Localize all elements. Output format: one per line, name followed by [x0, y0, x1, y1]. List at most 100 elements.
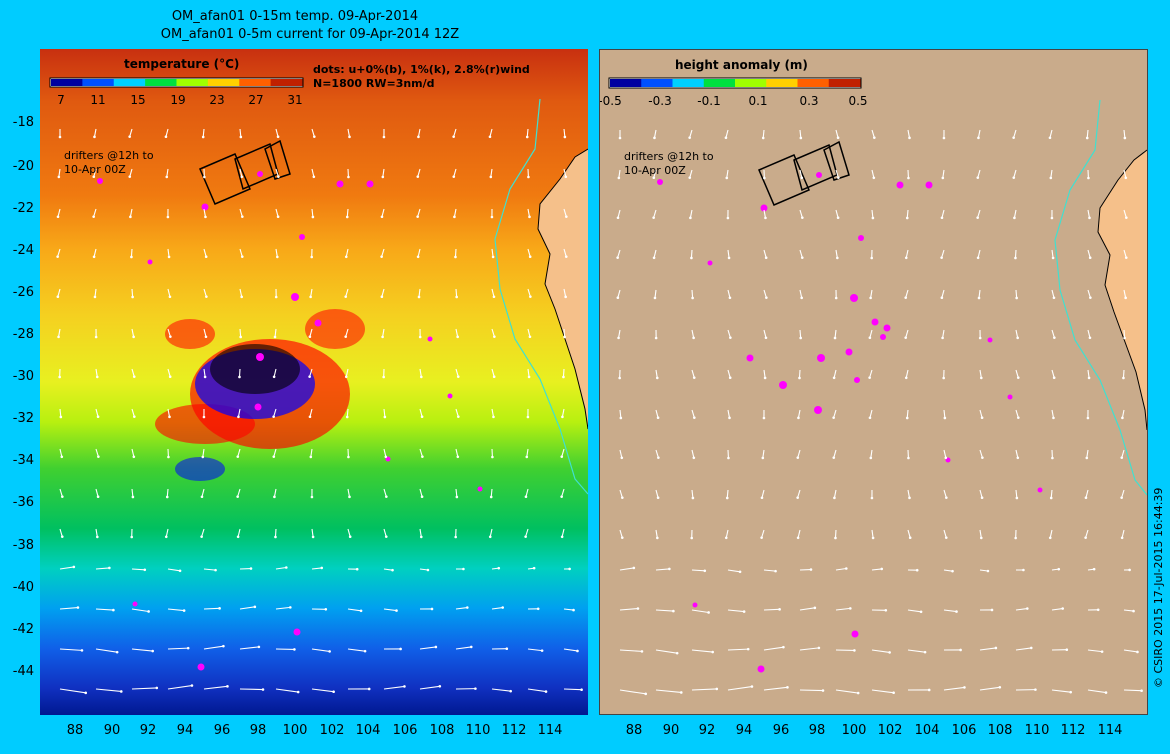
current-arrow: [57, 208, 61, 217]
current-arrow: [691, 489, 694, 499]
current-arrow: [905, 249, 909, 258]
current-arrow: [239, 168, 243, 177]
height-anomaly-colorbar-title: height anomaly (m): [675, 58, 808, 72]
current-arrow-head: [348, 495, 351, 499]
current-arrow-head: [668, 567, 671, 571]
current-arrow: [1051, 607, 1063, 611]
temperature-colorbar: [49, 77, 304, 88]
current-arrow: [799, 169, 803, 178]
current-arrow: [833, 449, 837, 458]
current-arrow-head: [97, 455, 100, 458]
current-arrow-head: [797, 416, 800, 420]
current-arrow: [563, 288, 567, 297]
current-arrow-head: [492, 415, 495, 419]
current-arrow: [798, 369, 801, 379]
current-arrow: [871, 529, 874, 538]
current-arrow-head: [132, 335, 135, 339]
current-arrow: [202, 128, 205, 138]
current-arrow: [941, 289, 945, 298]
current-arrow-head: [525, 455, 529, 459]
current-arrow: [762, 129, 765, 139]
current-arrow-head: [313, 135, 316, 138]
longitude-label: 106: [951, 723, 977, 738]
current-arrow-head: [1125, 216, 1128, 219]
longitude-label: 90: [662, 723, 680, 738]
current-arrow-head: [617, 176, 621, 180]
current-arrow: [797, 489, 801, 498]
current-arrow-head: [834, 536, 837, 540]
current-arrow: [1086, 449, 1089, 458]
current-arrow-head: [276, 215, 280, 219]
current-arrow-head: [57, 175, 61, 179]
temperature-tick: 27: [248, 93, 264, 107]
current-arrow: [419, 568, 429, 571]
current-arrow-head: [1016, 376, 1020, 379]
current-arrow: [310, 448, 313, 457]
current-arrow: [131, 288, 134, 298]
current-arrow-head: [1120, 456, 1124, 459]
temperature-tick: 11: [90, 93, 106, 107]
current-arrow: [131, 687, 157, 690]
current-arrow-head: [133, 415, 136, 418]
current-arrow: [311, 567, 322, 570]
current-arrow: [490, 168, 493, 177]
current-arrow-head: [203, 175, 206, 179]
current-arrow: [799, 329, 802, 339]
current-arrow-head: [76, 606, 80, 609]
current-arrow: [1123, 289, 1127, 298]
current-arrow-head: [976, 216, 979, 219]
current-arrow: [417, 168, 421, 177]
isobath-contour: [494, 98, 588, 495]
current-arrow-head: [201, 135, 205, 139]
current-arrow-head: [130, 255, 133, 259]
longitude-label: 112: [501, 723, 527, 738]
current-arrow-head: [715, 687, 719, 691]
current-arrow-head: [1132, 609, 1135, 613]
current-arrow: [979, 529, 982, 538]
current-arrow-head: [724, 536, 728, 540]
current-arrow-head: [800, 256, 804, 259]
current-arrow-head: [272, 375, 276, 379]
coastline-land: [538, 149, 588, 429]
current-arrow: [762, 449, 765, 458]
current-arrow-head: [616, 256, 619, 259]
current-arrow: [129, 128, 133, 137]
current-arrow: [311, 128, 315, 137]
current-arrow-head: [58, 375, 61, 379]
current-arrow: [491, 288, 495, 297]
current-arrow: [655, 409, 659, 418]
current-arrow-head: [505, 647, 509, 651]
colorbar-segment: [145, 79, 177, 86]
current-arrow: [617, 209, 621, 218]
current-arrow: [561, 448, 565, 457]
current-arrow: [905, 289, 909, 298]
current-arrow: [619, 608, 638, 611]
current-arrow-head: [492, 375, 496, 378]
current-arrow: [563, 648, 578, 652]
copyright-timestamp: © CSIRO 2015 17-Jul-2015 16:44:39: [1152, 487, 1165, 688]
current-arrow-head: [888, 651, 891, 654]
current-arrow-head: [190, 684, 194, 687]
current-arrow: [871, 568, 882, 571]
current-arrow-head: [168, 375, 172, 378]
current-arrow-head: [536, 607, 540, 611]
current-arrow-head: [204, 215, 207, 219]
current-arrow: [655, 489, 659, 498]
current-arrow-head: [348, 535, 352, 538]
particle-legend-line2: N=1800 RW=3nm/d: [313, 77, 435, 90]
current-arrow: [691, 289, 694, 299]
current-arrow: [1051, 689, 1071, 693]
current-arrow: [690, 249, 693, 259]
current-arrow-head: [289, 606, 292, 609]
current-arrow: [203, 248, 207, 257]
current-arrow: [619, 567, 634, 571]
current-arrow-head: [778, 608, 781, 611]
current-arrow: [617, 249, 621, 258]
current-arrow-head: [383, 415, 387, 419]
current-arrow: [491, 248, 494, 258]
current-arrow-head: [92, 175, 96, 178]
current-arrow-head: [1128, 568, 1131, 572]
current-arrow: [870, 289, 873, 298]
current-arrow: [691, 609, 709, 614]
current-arrow-head: [832, 376, 836, 380]
